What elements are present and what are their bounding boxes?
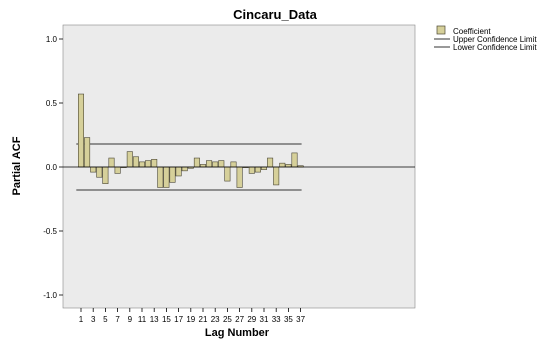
bar-lag-20	[193, 157, 200, 168]
plot-area	[62, 24, 416, 309]
bar-lag-17	[175, 166, 182, 177]
bar-lag-18	[181, 166, 188, 172]
bar-lag-30	[254, 166, 261, 173]
bar-lag-15	[163, 166, 170, 188]
y-axis-label: Partial ACF	[11, 136, 23, 195]
x-tick-label: 29	[247, 315, 256, 324]
y-tick-label: 0.5	[46, 99, 58, 108]
y-tick-label: 0.0	[46, 163, 58, 172]
legend-label-lower: Lower Confidence Limit	[453, 43, 537, 52]
bar-lag-6	[108, 157, 115, 168]
bar-lag-35	[285, 164, 292, 168]
x-tick-label: 9	[128, 315, 133, 324]
x-tick-label: 31	[260, 315, 269, 324]
x-tick-label: 15	[162, 315, 171, 324]
x-tick-label: 25	[223, 315, 232, 324]
bar-lag-34	[279, 162, 286, 168]
bar-lag-9	[126, 151, 133, 168]
bar-lag-3	[90, 166, 97, 173]
bars	[63, 93, 415, 188]
legend-label-coefficient: Coefficient	[453, 27, 491, 36]
bar-lag-31	[260, 166, 267, 170]
y-axis: 1.0 0.5 0.0 -0.5 -1.0	[43, 35, 63, 300]
bar-lag-1	[78, 93, 85, 168]
x-tick-label: 3	[91, 315, 96, 324]
y-tick-label: -0.5	[43, 227, 57, 236]
bar-lag-32	[267, 157, 274, 168]
bar-lag-27	[236, 166, 243, 188]
bar-lag-13	[151, 159, 158, 168]
legend-swatch-coefficient	[436, 25, 446, 35]
bar-lag-10	[132, 156, 139, 168]
y-tick-label: -1.0	[43, 291, 57, 300]
x-tick-label: 5	[103, 315, 108, 324]
bar-lag-14	[157, 166, 164, 188]
x-tick-label: 19	[186, 315, 195, 324]
bar-lag-16	[169, 166, 176, 183]
x-tick-label: 21	[199, 315, 208, 324]
x-tick-label: 33	[272, 315, 281, 324]
y-tick-label: 1.0	[46, 35, 58, 44]
bar-lag-24	[218, 160, 225, 168]
bar-lag-23	[212, 161, 219, 168]
x-tick-label: 23	[211, 315, 220, 324]
bar-lag-29	[248, 166, 255, 174]
bar-lag-2	[84, 137, 91, 168]
x-tick-label: 1	[79, 315, 84, 324]
bar-lag-25	[224, 166, 231, 182]
x-tick-label: 7	[115, 315, 120, 324]
bar-lag-22	[206, 160, 213, 168]
x-axis: 1 3 5 7 9 11 13 15 17 19 21 23 25 27 29 31 33 35 37	[79, 308, 306, 324]
bar-lag-7	[114, 166, 121, 174]
confidence-limits	[76, 143, 302, 191]
legend: Coefficient Upper Confidence Limit Lower…	[434, 25, 537, 52]
bar-lag-4	[96, 166, 103, 178]
x-tick-label: 11	[138, 315, 147, 324]
x-tick-label: 27	[235, 315, 244, 324]
bar-lag-33	[273, 166, 280, 186]
legend-label-upper: Upper Confidence Limit	[453, 35, 537, 44]
bar-lag-5	[102, 166, 109, 184]
x-tick-label: 17	[174, 315, 183, 324]
bar-lag-11	[139, 161, 146, 168]
bar-lag-26	[230, 161, 237, 168]
x-axis-label: Lag Number	[205, 327, 270, 339]
x-tick-label: 35	[284, 315, 293, 324]
chart-title: Cincaru_Data	[233, 7, 318, 22]
bar-lag-12	[145, 160, 152, 168]
x-tick-label: 13	[150, 315, 159, 324]
x-tick-label: 37	[296, 315, 305, 324]
bar-lag-21	[200, 164, 207, 168]
bar-lag-36	[291, 152, 298, 168]
